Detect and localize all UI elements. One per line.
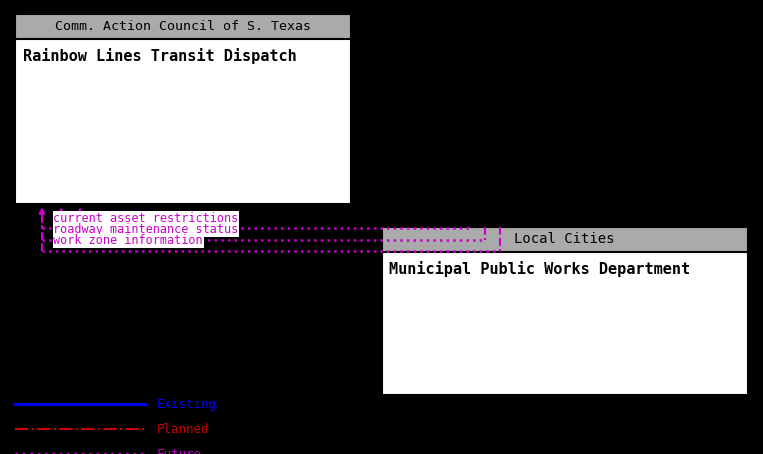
Bar (15, 14, 351, 39)
Text: roadway maintenance status: roadway maintenance status (53, 223, 239, 236)
Text: current asset restrictions: current asset restrictions (53, 212, 239, 225)
Text: Rainbow Lines Transit Dispatch: Rainbow Lines Transit Dispatch (23, 48, 297, 64)
Text: Existing: Existing (156, 398, 217, 410)
Text: Comm. Action Council of S. Texas: Comm. Action Council of S. Texas (55, 20, 311, 33)
Text: Local Cities: Local Cities (514, 232, 615, 247)
Text: Municipal Public Works Department: Municipal Public Works Department (389, 261, 691, 277)
Text: work zone information: work zone information (53, 234, 203, 247)
Bar (15, 14, 351, 204)
Text: Planned: Planned (156, 423, 209, 435)
Text: Future: Future (156, 448, 201, 454)
Bar (382, 227, 748, 252)
Bar (382, 227, 748, 395)
